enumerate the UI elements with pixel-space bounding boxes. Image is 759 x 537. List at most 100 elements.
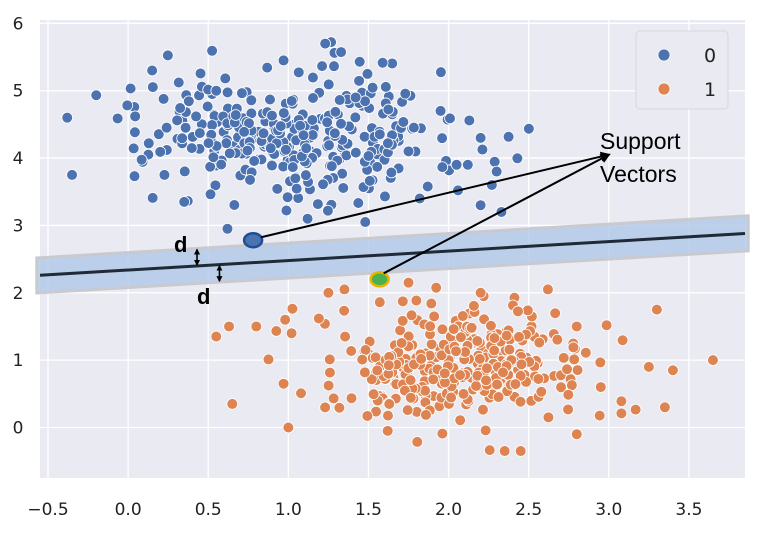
data-point <box>419 384 431 397</box>
x-tick-label: −0.5 <box>27 500 68 520</box>
data-point <box>300 142 313 154</box>
data-point <box>292 192 304 204</box>
data-point <box>468 300 480 312</box>
data-point <box>359 344 372 356</box>
data-point <box>238 126 250 138</box>
data-point <box>215 158 228 171</box>
data-point <box>436 161 449 173</box>
data-point <box>643 361 655 373</box>
data-point <box>427 373 440 386</box>
margin-label-upper: d <box>174 232 187 257</box>
data-point <box>127 142 140 155</box>
data-point <box>349 91 362 104</box>
data-point <box>333 401 346 414</box>
data-point <box>511 152 524 165</box>
data-point <box>405 309 418 322</box>
data-point <box>286 161 299 173</box>
data-point <box>359 366 371 379</box>
data-point <box>594 356 607 369</box>
data-point <box>420 409 432 421</box>
data-point <box>337 182 350 194</box>
data-point <box>447 323 460 335</box>
data-point <box>160 121 173 134</box>
data-point <box>289 172 302 185</box>
data-point <box>261 61 273 74</box>
data-point <box>514 445 527 457</box>
data-point <box>580 346 592 359</box>
data-point <box>325 160 338 172</box>
data-point <box>121 99 134 112</box>
data-point <box>279 313 291 326</box>
data-point <box>61 111 74 124</box>
data-point <box>353 75 365 87</box>
data-point <box>629 403 642 416</box>
data-point <box>523 122 535 135</box>
x-tick-label: 0.5 <box>195 500 222 520</box>
x-tick-label: 2.5 <box>515 500 542 520</box>
data-point <box>425 297 438 310</box>
data-point <box>292 66 305 79</box>
data-point <box>382 103 395 116</box>
data-point <box>515 358 528 371</box>
y-tick-label: 4 <box>13 149 24 169</box>
support-vector-class-0 <box>242 231 264 249</box>
data-point <box>129 126 141 139</box>
y-tick-label: 1 <box>13 351 24 371</box>
data-point <box>616 334 629 347</box>
data-point <box>435 66 447 78</box>
data-point <box>380 81 392 93</box>
data-point <box>194 67 207 80</box>
data-point <box>535 385 548 398</box>
data-point <box>271 183 284 195</box>
data-point <box>382 359 395 372</box>
data-point <box>651 303 663 316</box>
hyperplane-line <box>39 232 746 277</box>
data-point <box>280 144 292 156</box>
data-point <box>329 127 341 140</box>
legend-marker-1 <box>657 82 671 96</box>
y-tick-label: 2 <box>13 284 24 304</box>
hyperplane <box>39 232 746 277</box>
data-point <box>454 414 466 427</box>
data-point <box>476 143 489 156</box>
data-point <box>659 401 671 414</box>
data-point <box>257 127 270 140</box>
data-point <box>158 169 171 181</box>
data-point <box>335 46 347 58</box>
data-point <box>206 119 218 131</box>
data-point <box>349 111 362 124</box>
data-point <box>404 374 417 386</box>
data-point <box>322 204 334 217</box>
data-point <box>178 196 191 208</box>
data-point <box>483 444 496 456</box>
data-point <box>111 112 124 125</box>
data-point <box>470 380 482 392</box>
data-point <box>411 436 424 448</box>
data-point <box>248 155 260 167</box>
data-point <box>425 338 438 351</box>
data-point <box>500 329 513 342</box>
x-tick-label: 1.0 <box>275 500 302 520</box>
data-point <box>190 110 202 123</box>
y-tick-label: 5 <box>13 82 24 102</box>
data-point <box>397 116 410 128</box>
data-point <box>143 137 155 150</box>
data-point <box>497 366 509 379</box>
data-point <box>300 169 312 181</box>
data-point <box>323 353 336 366</box>
data-point <box>362 150 375 162</box>
scatter-points <box>61 36 719 457</box>
data-point <box>474 286 487 299</box>
data-point <box>707 354 719 366</box>
data-point <box>323 139 335 151</box>
data-point <box>514 370 527 382</box>
data-point <box>396 295 409 308</box>
data-point <box>562 388 575 401</box>
x-tick-label: 0.0 <box>115 500 142 520</box>
data-point <box>371 364 384 377</box>
data-point <box>312 198 324 210</box>
data-point <box>174 102 186 114</box>
data-point <box>474 353 486 365</box>
data-point <box>245 94 258 107</box>
